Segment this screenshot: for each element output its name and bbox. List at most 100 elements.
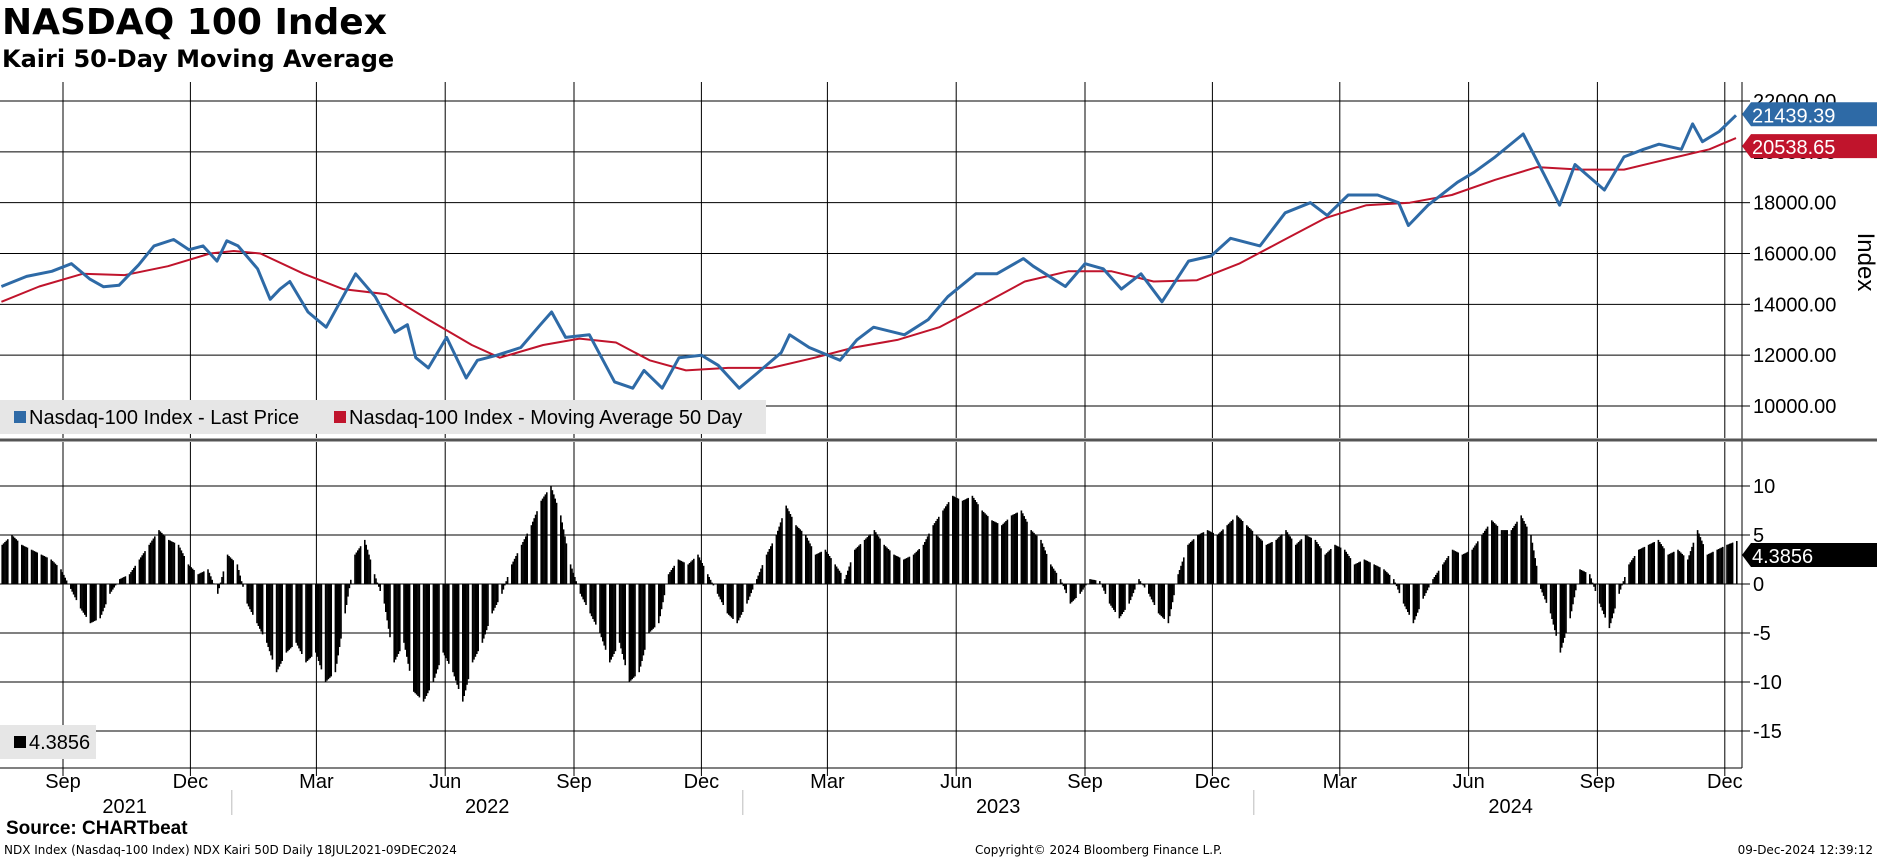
kairi-bar (912, 554, 915, 584)
kairi-bar (366, 549, 369, 584)
kairi-bar (326, 584, 328, 681)
kairi-bar (1353, 564, 1356, 584)
kairi-bar (585, 584, 587, 605)
kairi-bar (830, 558, 832, 584)
last-price-line (0, 114, 1738, 390)
kairi-bar (1408, 584, 1410, 615)
kairi-bar (814, 554, 817, 584)
kairi-bar (42, 555, 44, 584)
kairi-bar (1139, 581, 1142, 584)
kairi-bar (1541, 584, 1543, 593)
kairi-bar (30, 549, 33, 584)
kairi-bar (169, 540, 171, 584)
kairi-bar (1180, 565, 1182, 584)
kairi-bar (1279, 535, 1282, 584)
kairi-bar (581, 584, 583, 597)
kairi-bar (1024, 518, 1027, 584)
kairi-bar (1472, 547, 1475, 584)
kairi-bar (1611, 584, 1613, 619)
kairi-bar (1072, 584, 1074, 601)
kairi-bar (1296, 543, 1298, 584)
kairi-bar (709, 579, 712, 584)
kairi-bar (1148, 584, 1150, 594)
kairi-bar (246, 584, 248, 604)
kairi-bar (505, 581, 507, 584)
kairi-bar (1104, 584, 1107, 594)
x-month-label: Mar (1323, 771, 1358, 793)
kairi-bar (756, 579, 758, 584)
kairi-bar (740, 584, 743, 615)
kairi-bar (1064, 584, 1066, 590)
kairi-bar (520, 544, 523, 584)
kairi-bar (1671, 552, 1674, 584)
kairi-bar (569, 564, 572, 584)
kairi-bar (798, 528, 800, 584)
kairi-bar (376, 582, 379, 584)
kairi-bar (1286, 532, 1289, 584)
kairi-bar (1297, 542, 1300, 584)
kairi-bar (1387, 573, 1389, 584)
kairi-bar (765, 554, 768, 584)
kairi-bar (887, 549, 890, 584)
kairi-bar (1167, 584, 1170, 624)
x-month-label: Mar (810, 771, 845, 793)
kairi-bar (100, 584, 103, 615)
kairi-bar (1328, 550, 1331, 584)
kairi-bar (726, 584, 729, 614)
kairi-bar (119, 579, 121, 584)
kairi-bar (187, 564, 190, 584)
kairi-bar (113, 584, 115, 588)
kairi-bar (579, 584, 582, 594)
kairi-bar (103, 584, 106, 608)
kairi-bar (1304, 535, 1307, 584)
kairi-bar (23, 546, 26, 584)
kairi-bar (32, 550, 34, 584)
kairi-bar (1699, 537, 1702, 584)
top-y-tick-label: 14000.00 (1753, 294, 1836, 316)
kairi-bar (61, 572, 64, 584)
kairi-bar (448, 584, 450, 664)
top-y-tick-label: 18000.00 (1753, 193, 1836, 215)
kairi-bar (614, 584, 617, 652)
kairi-bar (257, 584, 260, 626)
kairi-bar (719, 584, 722, 600)
kairi-bar (747, 584, 750, 601)
kairi-bar (1584, 572, 1587, 584)
kairi-bar (600, 584, 603, 638)
x-month-label: Dec (173, 771, 209, 793)
kairi-bar (522, 542, 524, 584)
kairi-bar (344, 584, 346, 614)
kairi-bar (702, 565, 705, 584)
kairi-bar (1442, 564, 1444, 584)
kairi-bar (809, 543, 811, 584)
kairi-bar (373, 574, 376, 584)
kairi-bar (574, 577, 576, 584)
kairi-bar (79, 584, 82, 609)
kairi-bar (481, 584, 484, 643)
kairi-bar (179, 547, 181, 584)
kairi-bar (1610, 584, 1612, 624)
kairi-bar (1720, 547, 1723, 584)
kairi-bar (271, 584, 274, 660)
bottom-y-tick-label: 10 (1753, 476, 1775, 498)
kairi-bar (389, 584, 391, 638)
kairi-bar (1624, 577, 1626, 584)
kairi-bar (1696, 530, 1699, 584)
kairi-bar (159, 531, 162, 584)
kairi-bar (1271, 542, 1273, 584)
kairi-bar (974, 500, 976, 584)
kairi-bar (525, 536, 527, 584)
kairi-bar (915, 551, 918, 584)
kairi-bar (386, 584, 388, 621)
kairi-bar (1642, 547, 1644, 584)
kairi-bar (210, 576, 212, 584)
kairi-bar (670, 570, 673, 584)
kairi-bar (281, 584, 283, 661)
kairi-bar (1604, 584, 1606, 618)
kairi-bar (464, 584, 467, 691)
x-month-label: Sep (1067, 771, 1103, 793)
kairi-bar (124, 576, 127, 584)
kairi-bar (485, 584, 488, 631)
kairi-bar (634, 584, 636, 677)
kairi-bar (511, 564, 513, 584)
